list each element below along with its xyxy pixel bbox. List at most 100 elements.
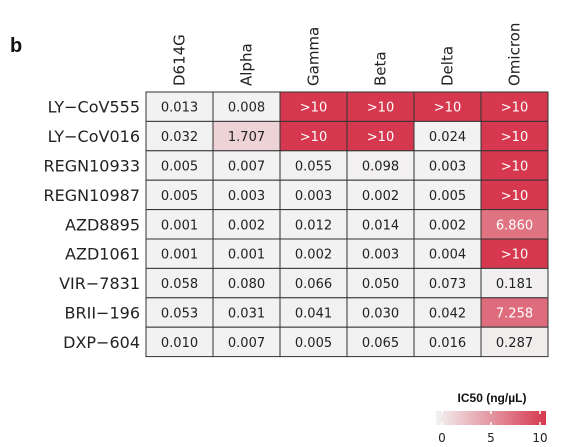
heatmap-cell	[346, 150, 415, 181]
cell-value-label: 0.003	[362, 248, 399, 263]
column-label: Delta	[439, 46, 457, 86]
heatmap-cells: 0.013 0.008 >10 >10 >10 >10 0.032 1.707 >10 >10 0.…	[145, 91, 549, 358]
cell-value-label: 0.005	[161, 189, 198, 204]
legend-color-bar	[436, 411, 546, 425]
heatmap-cell	[346, 209, 415, 240]
heatmap-cell	[279, 297, 348, 328]
cell-value-label: >10	[367, 101, 394, 116]
cell-value-label: >10	[300, 101, 327, 116]
cell-value-label: 0.041	[295, 307, 332, 322]
legend-tick-label: 5	[487, 431, 495, 445]
heatmap-cell	[212, 150, 281, 181]
row-label: BRII−196	[65, 304, 140, 323]
heatmap-cell	[279, 326, 348, 358]
cell-value-label: 0.181	[496, 277, 533, 292]
heatmap-cell	[480, 179, 549, 211]
cell-value-label: >10	[501, 160, 528, 175]
cell-value-label: 0.016	[429, 336, 466, 351]
cell-value-label: >10	[501, 130, 528, 145]
cell-value-label: >10	[501, 248, 528, 263]
column-label: Alpha	[238, 43, 256, 86]
cell-value-label: 0.002	[295, 248, 332, 263]
heatmap-cell	[145, 238, 214, 269]
heatmap-cell	[212, 91, 281, 122]
column-label: Gamma	[305, 27, 323, 86]
cell-value-label: 0.005	[161, 160, 198, 175]
cell-value-label: 0.012	[295, 218, 332, 233]
heatmap-cell	[145, 91, 214, 122]
heatmap-cell	[480, 297, 549, 328]
row-label: DXP−604	[63, 333, 140, 352]
heatmap-cell	[346, 267, 415, 299]
heatmap-cell	[413, 326, 482, 358]
column-labels: D614G Alpha Gamma Beta Delta Omicron	[171, 23, 524, 86]
cell-value-label: 6.860	[496, 218, 533, 233]
heatmap-cell	[480, 91, 549, 122]
cell-value-label: 0.098	[362, 160, 399, 175]
cell-value-label: 0.073	[429, 277, 466, 292]
heatmap-cell	[145, 326, 214, 358]
row-label: VIR−7831	[59, 274, 140, 293]
heatmap-cell	[212, 326, 281, 358]
color-legend: IC50 (ng/µL) 0 5 10	[436, 391, 548, 445]
heatmap-cell	[212, 120, 281, 152]
cell-value-label: 0.030	[362, 307, 399, 322]
cell-value-label: 0.002	[362, 189, 399, 204]
cell-value-label: 0.003	[295, 189, 332, 204]
cell-value-label: 0.055	[295, 160, 332, 175]
cell-value-label: 0.008	[228, 101, 265, 116]
legend-tick-label: 0	[438, 431, 446, 445]
cell-value-label: 0.287	[496, 336, 533, 351]
heatmap-cell	[346, 120, 415, 152]
cell-value-label: >10	[434, 101, 461, 116]
heatmap-cell	[145, 297, 214, 328]
cell-value-label: >10	[501, 189, 528, 204]
heatmap-cell	[480, 209, 549, 240]
column-label: Omicron	[506, 23, 524, 86]
cell-value-label: 0.004	[429, 248, 466, 263]
heatmap-cell	[413, 297, 482, 328]
cell-value-label: 0.066	[295, 277, 332, 292]
column-label: Beta	[372, 51, 390, 86]
cell-value-label: 0.003	[228, 189, 265, 204]
heatmap-cell	[413, 209, 482, 240]
panel-letter: b	[10, 35, 22, 57]
cell-value-label: 0.050	[362, 277, 399, 292]
cell-value-label: 0.001	[161, 248, 198, 263]
cell-value-label: 0.003	[429, 160, 466, 175]
cell-value-label: 0.005	[429, 189, 466, 204]
row-label: AZD1061	[65, 245, 140, 264]
heatmap-cell	[413, 150, 482, 181]
heatmap-cell	[480, 267, 549, 299]
cell-value-label: >10	[501, 101, 528, 116]
cell-value-label: 0.080	[228, 277, 265, 292]
cell-value-label: 0.001	[228, 248, 265, 263]
heatmap-cell	[279, 179, 348, 211]
cell-value-label: 1.707	[228, 130, 265, 145]
cell-value-label: >10	[367, 130, 394, 145]
heatmap-cell	[480, 150, 549, 181]
row-label: LY−CoV555	[48, 98, 140, 117]
cell-value-label: 0.007	[228, 336, 265, 351]
heatmap-cell	[145, 179, 214, 211]
cell-value-label: 0.005	[295, 336, 332, 351]
cell-value-label: 0.014	[362, 218, 399, 233]
heatmap-cell	[480, 120, 549, 152]
cell-value-label: 0.032	[161, 130, 198, 145]
cell-value-label: 0.013	[161, 101, 198, 116]
cell-value-label: 0.007	[228, 160, 265, 175]
row-label: AZD8895	[65, 215, 140, 234]
cell-value-label: 0.001	[161, 218, 198, 233]
cell-value-label: 0.024	[429, 130, 466, 145]
cell-value-label: 0.010	[161, 336, 198, 351]
heatmap-cell	[212, 179, 281, 211]
cell-value-label: 7.258	[496, 307, 533, 322]
heatmap-cell	[480, 238, 549, 269]
legend-title: IC50 (ng/µL)	[458, 391, 527, 405]
cell-value-label: 0.053	[161, 307, 198, 322]
row-label: REGN10933	[44, 157, 141, 176]
cell-value-label: >10	[300, 130, 327, 145]
cell-value-label: 0.002	[429, 218, 466, 233]
